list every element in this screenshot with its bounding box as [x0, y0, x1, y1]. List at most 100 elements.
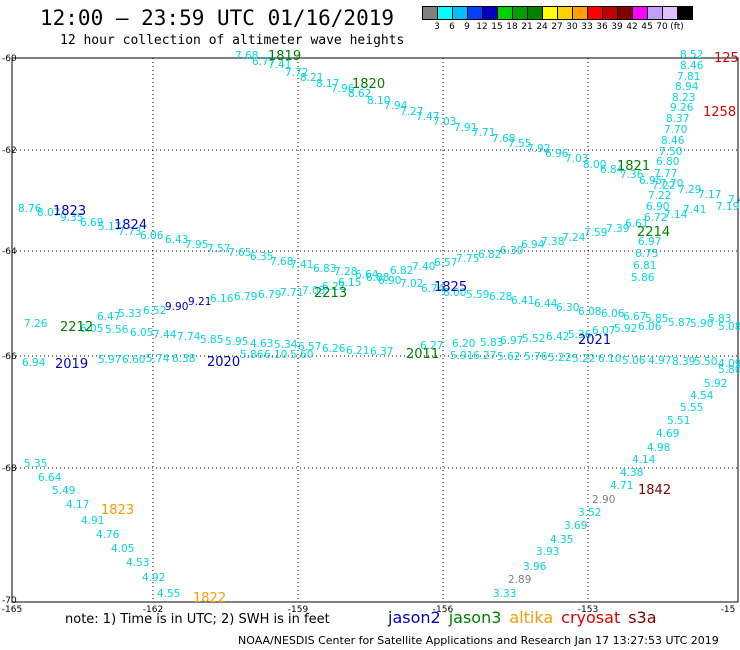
wave-height-value: 8.46	[661, 135, 685, 147]
pass-time-label: 2214	[637, 225, 670, 240]
wave-height-value: 7.55	[508, 138, 531, 150]
wave-height-value: 6.64	[355, 269, 379, 281]
wave-height-value: 6.21	[346, 345, 369, 357]
wave-height-value: 7.50	[659, 146, 682, 158]
wave-height-value: 6.74	[421, 283, 445, 295]
color-scale-label: 42	[626, 22, 638, 32]
color-scale-label: 30	[566, 22, 578, 32]
wave-height-value: 7.57	[207, 243, 230, 255]
wave-height-value: 6.38	[172, 353, 195, 365]
wave-height-value: 7.81	[677, 71, 700, 83]
color-swatch	[677, 6, 693, 20]
wave-height-value: 6.96	[545, 148, 569, 160]
wave-height-value: 7.03	[433, 116, 456, 128]
wave-height-value: 3.69	[564, 520, 587, 532]
wave-height-value: 2.89	[508, 574, 531, 586]
longitude-axis: -165 -162 -159 -156 -153 -15	[2, 605, 736, 615]
wave-height-value: 6.47	[97, 311, 120, 323]
pass-time-label: 1822	[193, 591, 226, 606]
color-scale-label: 33	[581, 22, 593, 32]
wave-height-value: 6.88	[366, 272, 389, 284]
wave-height-value: 6.79	[258, 289, 281, 301]
wave-height-value: 4.97	[648, 355, 671, 367]
color-scale-label: 24	[536, 22, 548, 32]
wave-height-value: 7.26	[24, 318, 48, 330]
wave-height-value: 5.85	[645, 313, 668, 325]
wave-height-value: 7.68	[235, 50, 258, 62]
wave-height-value: 7.65	[228, 247, 251, 259]
wave-height-value: 6.81	[633, 260, 656, 272]
wave-height-value: 4.35	[550, 534, 573, 546]
wave-height-value: 5.22	[572, 353, 595, 365]
wave-height-value: 8.94	[675, 81, 699, 93]
wave-height-value: 4.38	[620, 467, 643, 479]
wave-height-value: 5.55	[680, 402, 703, 414]
latitude-tick-label: -60	[2, 54, 17, 64]
wave-height-value: 7.71	[280, 287, 303, 299]
wave-height-value: 8.07	[37, 207, 60, 219]
wave-height-value: 6.82	[390, 265, 413, 277]
longitude-tick-label: -159	[288, 605, 309, 615]
wave-height-value: 4.91	[81, 515, 104, 527]
wave-height-value: 4.55	[157, 588, 180, 600]
wave-height-value: 7.72	[285, 67, 308, 79]
wave-height-value: 5.36	[568, 329, 592, 341]
wave-height-value: 6.07	[592, 325, 615, 337]
wave-height-value: 6.90	[646, 201, 669, 213]
wave-height-value: 6.57	[434, 257, 457, 269]
wave-height-value: 9.35	[60, 212, 83, 224]
wave-height-value: 6.75	[635, 248, 658, 260]
wave-height-value: 7.71	[472, 127, 495, 139]
wave-height-value: 7.22	[648, 190, 671, 202]
pass-time-label: 1823	[101, 503, 134, 518]
wave-height-value: 8.52	[680, 49, 703, 61]
wave-height-value: 6.79	[234, 291, 257, 303]
wave-height-value: 6.27	[420, 340, 443, 352]
wave-height-value: 7.68	[492, 133, 515, 145]
color-scale-label: 27	[551, 22, 563, 32]
wave-height-value: 8.23	[672, 92, 695, 104]
latitude-axis: -60 -62 -64 -66 -68 -70	[2, 54, 17, 606]
wave-height-value: 8.76	[18, 203, 42, 215]
color-scale-label: 12	[476, 22, 488, 32]
longitude-tick-label: -15	[721, 605, 736, 615]
wave-height-value: 9.90	[165, 301, 188, 313]
color-scale-label: 70	[656, 22, 668, 32]
wave-height-value: 6.97	[500, 335, 523, 347]
wave-height-value: 3.93	[536, 546, 559, 558]
wave-height-value: 6.61	[625, 218, 648, 230]
wave-height-value: 8.10	[367, 95, 390, 107]
longitude-tick-label: -165	[2, 605, 22, 615]
wave-height-value: 4.54	[690, 390, 714, 402]
wave-height-value: 7.02	[400, 278, 423, 290]
wave-height-value: 7.29	[678, 184, 701, 196]
wave-height-value: 5.22	[548, 352, 571, 364]
wave-height-value: 7.44	[153, 329, 177, 341]
wave-height-value: 7.95	[185, 239, 208, 251]
wave-height-value: 5.80	[718, 364, 740, 376]
wave-height-value: 5.60	[290, 349, 313, 361]
wave-height-value: 6.67	[623, 311, 646, 323]
wave-height-value: 7.70	[660, 178, 683, 190]
wave-height-value: 4.53	[126, 557, 149, 569]
wave-height-value: 3.96	[523, 561, 547, 573]
wave-height-value: 5.92	[704, 378, 727, 390]
wave-height-value: 5.62	[497, 351, 520, 363]
wave-height-value: 4.69	[656, 428, 679, 440]
wave-height-value: 9.26	[670, 102, 694, 114]
pass-time-label: 125	[714, 51, 739, 66]
color-scale-label: 15	[491, 22, 503, 32]
wave-height-value: 4.63	[250, 338, 273, 350]
pass-time-label: 2020	[207, 355, 240, 370]
wave-height-value: 6.06	[601, 308, 625, 320]
pass-labels: 1819 1820 1823 1824 1821 2214 2213 1825 2212 2021…	[53, 49, 739, 606]
wave-height-value: 6.35	[250, 251, 273, 263]
wave-height-value: 5.35	[24, 458, 47, 470]
wave-height-value: 6.42	[546, 331, 569, 343]
wave-height-value: 7.47	[416, 111, 439, 123]
wave-height-value: 5.06	[622, 355, 646, 367]
wave-height-value: 5.92	[614, 323, 637, 335]
wave-height-value: 6.08	[578, 306, 601, 318]
wave-height-value: 6.64	[38, 472, 62, 484]
wave-height-value: 7.03	[565, 153, 588, 165]
